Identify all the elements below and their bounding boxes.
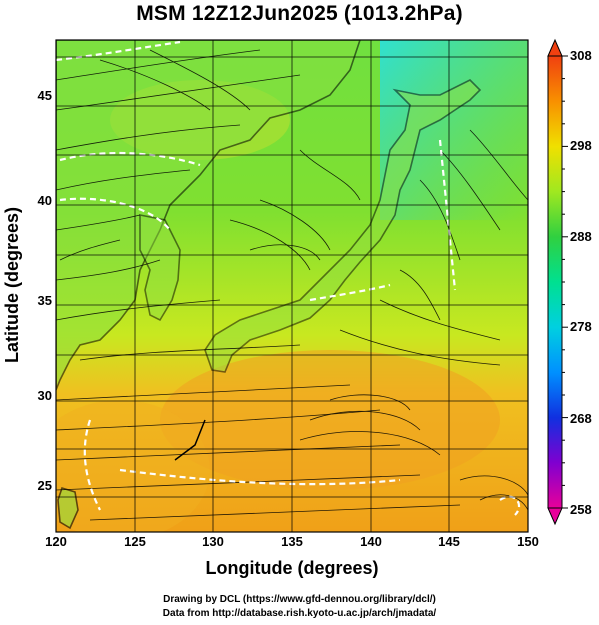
y-tick-label: 40 bbox=[37, 193, 52, 208]
y-tick-label: 35 bbox=[37, 293, 52, 308]
colorbar-tick-label: 308 bbox=[570, 48, 592, 63]
map-plot-area bbox=[56, 40, 528, 532]
colorbar-tick-label: 258 bbox=[570, 502, 592, 517]
colorbar-tick-label: 288 bbox=[570, 229, 592, 244]
x-tick-label: 140 bbox=[360, 534, 382, 549]
x-tick-label: 135 bbox=[281, 534, 303, 549]
x-axis-label: Longitude (degrees) bbox=[205, 558, 379, 578]
plot-frame bbox=[55, 39, 529, 533]
colorbar-min-arrow bbox=[547, 507, 563, 526]
colorbar bbox=[547, 38, 568, 526]
colorbar-tick-label: 298 bbox=[570, 138, 592, 153]
x-tick-label: 120 bbox=[45, 534, 67, 549]
x-tick-label: 130 bbox=[202, 534, 224, 549]
coastline-asia bbox=[56, 40, 361, 391]
x-tick-label: 145 bbox=[438, 534, 460, 549]
coastline-korea bbox=[139, 214, 181, 322]
y-tick-label: 45 bbox=[37, 88, 52, 103]
credit-drawing: Drawing by DCL (https://www.gfd-dennou.o… bbox=[163, 594, 436, 605]
isotherm-contours bbox=[56, 40, 521, 516]
coastline-taiwan bbox=[57, 487, 79, 530]
chart-title: MSM 12Z12Jun2025 (1013.2hPa) bbox=[136, 2, 463, 25]
cool-region bbox=[380, 40, 528, 220]
x-tick-label: 125 bbox=[124, 534, 146, 549]
x-tick-label: 150 bbox=[517, 534, 539, 549]
coastline-japan bbox=[204, 79, 482, 373]
colorbar-tick-label: 278 bbox=[570, 319, 592, 334]
colorbar-max-arrow bbox=[547, 38, 563, 57]
colorbar-scale bbox=[547, 55, 563, 509]
colorbar-tick-label: 268 bbox=[570, 411, 592, 426]
y-axis-label: Latitude (degrees) bbox=[2, 206, 22, 364]
credit-data: Data from http://database.rish.kyoto-u.a… bbox=[162, 608, 437, 619]
y-tick-label: 30 bbox=[37, 388, 52, 403]
y-tick-label: 25 bbox=[37, 478, 52, 493]
